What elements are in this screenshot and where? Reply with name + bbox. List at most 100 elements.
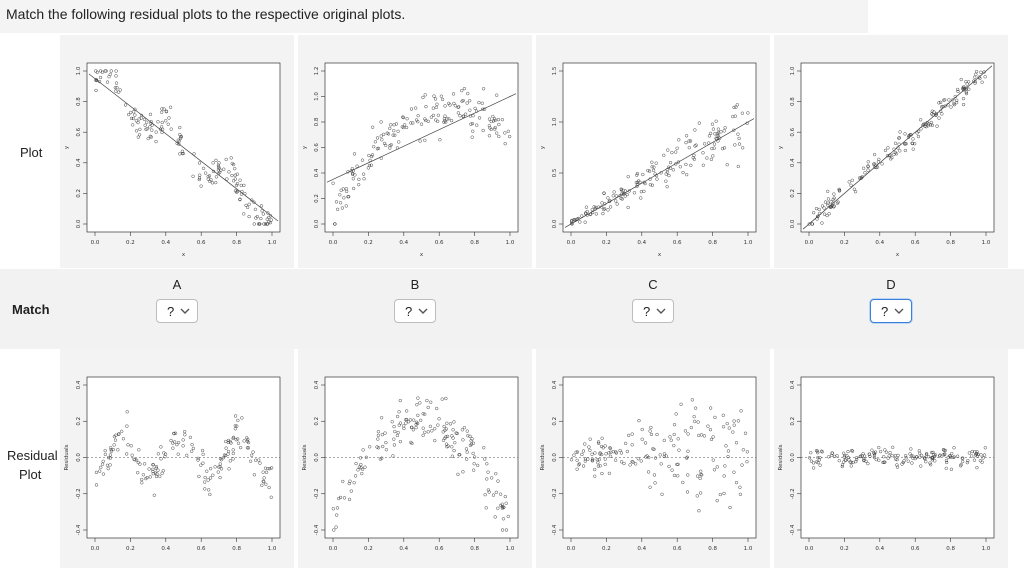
data-point <box>740 111 744 115</box>
data-point <box>686 473 690 477</box>
data-point <box>134 129 139 133</box>
data-point <box>650 160 654 164</box>
data-point <box>423 430 427 434</box>
data-point <box>722 129 726 133</box>
data-point <box>257 458 261 462</box>
data-point <box>981 456 985 460</box>
data-point <box>475 123 479 127</box>
data-point <box>423 93 427 97</box>
data-point <box>586 457 590 461</box>
data-point <box>156 468 160 472</box>
data-point <box>733 143 737 147</box>
data-point <box>967 80 971 84</box>
data-point <box>466 91 470 96</box>
data-point <box>238 178 242 182</box>
residual-plot-2: 0.0 0.2 0.4 0.6 0.8 1.0 -0.4 -0.2 0.0 0.2 0.4 Resid… <box>298 349 532 568</box>
data-point <box>897 136 901 140</box>
x-tick-label: 0.6 <box>435 240 444 246</box>
data-point <box>151 467 155 471</box>
chevron-down-icon <box>180 308 190 314</box>
data-point <box>961 96 966 101</box>
data-point <box>116 448 120 452</box>
data-point <box>712 468 717 472</box>
data-point <box>103 452 107 457</box>
data-point <box>95 70 99 74</box>
data-point <box>866 160 870 164</box>
data-point <box>862 166 866 170</box>
data-point <box>456 472 460 476</box>
data-point <box>348 479 352 483</box>
data-point <box>695 474 700 478</box>
data-point <box>268 467 272 471</box>
data-point <box>626 175 630 179</box>
data-point <box>148 134 152 138</box>
x-tick-label: 0.0 <box>91 240 100 246</box>
data-point <box>383 431 387 435</box>
data-point <box>201 461 205 465</box>
data-point <box>926 455 931 459</box>
data-point <box>388 126 392 131</box>
data-point <box>246 440 251 445</box>
data-point <box>932 110 936 114</box>
data-point <box>872 451 876 455</box>
data-point <box>973 450 977 454</box>
residual-plot-1: 0.0 0.2 0.4 0.6 0.8 1.0 -0.4 -0.2 0.0 0.2 0.4 Resid… <box>60 349 294 568</box>
data-point <box>465 101 469 105</box>
data-point <box>660 492 664 496</box>
data-point <box>415 403 419 407</box>
data-point <box>826 189 830 194</box>
data-point <box>414 106 418 110</box>
data-point <box>444 396 448 401</box>
data-point <box>700 473 704 477</box>
data-point <box>138 462 142 466</box>
data-point <box>854 460 858 464</box>
data-point <box>590 207 594 212</box>
data-point <box>917 129 921 134</box>
data-point <box>236 441 241 445</box>
x-tick-label: 0.6 <box>197 546 206 552</box>
data-point <box>614 194 618 198</box>
data-point <box>832 196 836 200</box>
data-point <box>684 456 689 460</box>
data-point <box>619 451 624 455</box>
y-tick-label: 1.0 <box>314 92 320 101</box>
data-point <box>254 458 258 462</box>
data-point <box>402 426 406 431</box>
data-point <box>234 190 239 194</box>
data-point <box>125 410 129 414</box>
data-point <box>715 465 719 469</box>
data-point <box>814 206 819 211</box>
data-point <box>676 437 680 441</box>
data-point <box>593 451 597 455</box>
match-select-b[interactable]: ? <box>394 299 436 323</box>
data-point <box>906 459 910 463</box>
residual-plot-1-chart: 0.0 0.2 0.4 0.6 0.8 1.0 -0.4 -0.2 0.0 0.2 0.4 Resid… <box>64 376 281 552</box>
match-select-d[interactable]: ? <box>870 299 912 323</box>
data-point <box>975 466 979 470</box>
x-tick-label: 0.8 <box>470 546 479 552</box>
y-tick-label: 0.6 <box>790 127 796 136</box>
data-point <box>98 69 103 73</box>
data-point <box>910 461 914 465</box>
y-tick-label: -0.4 <box>314 524 320 535</box>
data-point <box>895 463 899 467</box>
data-point <box>648 485 652 489</box>
data-point <box>735 103 739 107</box>
data-point <box>708 428 713 432</box>
data-point <box>267 220 271 224</box>
data-point <box>264 482 268 486</box>
data-point <box>398 421 403 425</box>
data-point <box>392 129 396 133</box>
y-tick-label: 0.4 <box>314 380 320 389</box>
data-point <box>972 79 976 83</box>
data-point <box>397 140 401 144</box>
data-point <box>652 447 656 451</box>
data-point <box>392 437 396 441</box>
match-select-a[interactable]: ? <box>156 299 198 323</box>
x-tick-label: 0.8 <box>470 240 479 246</box>
data-point <box>132 110 136 114</box>
data-point <box>721 425 726 429</box>
data-point <box>648 183 653 187</box>
data-point <box>472 455 477 459</box>
match-select-c[interactable]: ? <box>632 299 674 323</box>
